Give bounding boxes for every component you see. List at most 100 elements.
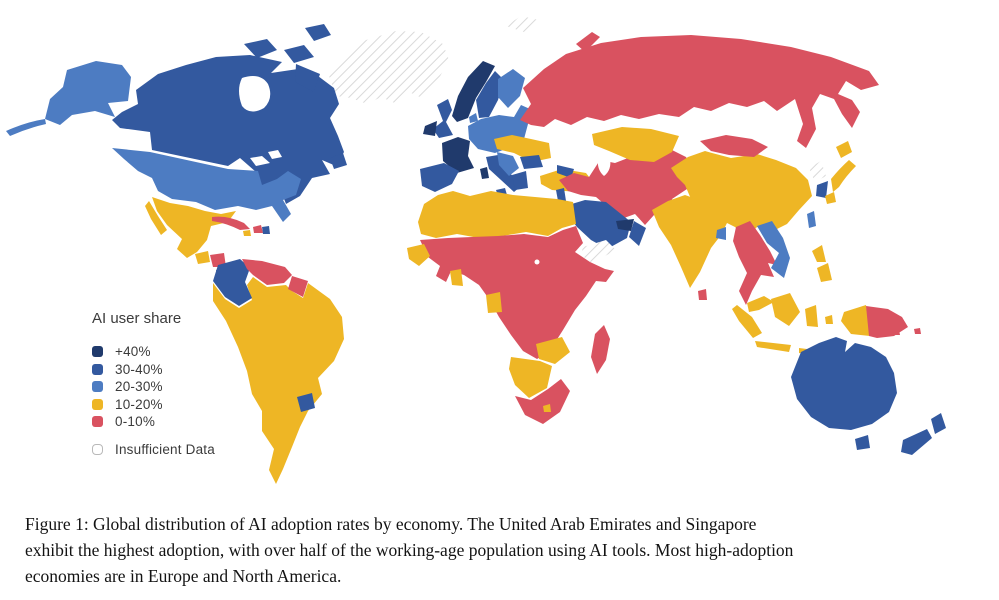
region-alaska (45, 61, 131, 125)
region-java (755, 341, 791, 352)
region-borneo (771, 293, 800, 326)
region-canada (112, 55, 344, 204)
region-baja-california (145, 201, 167, 235)
region-solomon-islands (914, 328, 921, 334)
region-honduras-nicaragua (210, 253, 226, 267)
legend-label: Insufficient Data (115, 442, 215, 457)
region-japan (836, 141, 852, 158)
region-sri-lanka (698, 289, 707, 300)
legend-item-0-10: 0-10% (92, 413, 215, 430)
region-south-africa (515, 379, 570, 424)
region-guatemala (195, 251, 210, 264)
figure-caption: Figure 1: Global distribution of AI adop… (25, 511, 975, 589)
region-moluccas (825, 315, 833, 324)
world-map (6, 16, 946, 484)
region-north-korea (809, 161, 826, 182)
region-france (442, 137, 474, 173)
region-jamaica (243, 230, 251, 236)
region-italy (486, 155, 521, 192)
region-new-zealand (901, 429, 932, 455)
region-sumatra (732, 305, 762, 338)
region-finland (498, 69, 525, 108)
region-ireland (423, 121, 437, 136)
caption-line-2: exhibit the highest adoption, with over … (25, 540, 794, 560)
region-south-america (213, 277, 344, 484)
choropleth-map (6, 16, 946, 484)
legend-title: AI user share (92, 310, 182, 327)
caption-line-3: economies are in Europe and North Americ… (25, 566, 342, 586)
region-iberia (420, 163, 459, 192)
region-venezuela (242, 259, 292, 285)
region-russia (520, 35, 879, 148)
region-uk (433, 99, 453, 138)
legend-label: 10-20% (115, 396, 163, 412)
caspian-sea (597, 150, 611, 176)
legend-item-30-40: 30-40% (92, 361, 215, 378)
region-bulgaria (520, 155, 543, 169)
region-usa (112, 148, 301, 222)
region-solomon-islands (893, 330, 900, 335)
region-malaysia (747, 296, 774, 312)
region-new-zealand (931, 413, 946, 434)
region-tasmania (855, 435, 870, 450)
region-baffin-island (295, 64, 320, 92)
region-newfoundland (330, 153, 347, 169)
legend-item-40plus: +40% (92, 343, 215, 360)
region-papua-new-guinea (866, 306, 908, 338)
region-colombia (213, 259, 252, 306)
region-vietnam-laos (757, 221, 790, 278)
region-cuba (212, 216, 250, 230)
region-uruguay (297, 393, 315, 412)
legend-item-insufficient: Insufficient Data (92, 441, 215, 458)
region-philippines (817, 263, 832, 282)
region-caucasus (557, 165, 574, 178)
region-canada-island (284, 45, 314, 63)
region-zambia-zimbabwe (536, 337, 570, 364)
region-dominican-republic (262, 226, 270, 234)
region-north-africa (418, 191, 576, 238)
region-svalbard (506, 16, 539, 32)
caption-line-1: Figure 1: Global distribution of AI adop… (25, 514, 757, 534)
legend-item-20-30: 20-30% (92, 378, 215, 395)
region-myanmar-thailand (733, 221, 777, 305)
region-senegal-guinea (407, 244, 430, 266)
legend-swatch-20-30 (92, 381, 103, 392)
region-denmark (469, 113, 478, 123)
region-namibia-botswana (509, 357, 552, 398)
region-australia (791, 337, 897, 430)
region-japan (825, 192, 836, 204)
region-canada-island (305, 24, 331, 41)
region-mongolia (700, 135, 768, 157)
region-iceland (404, 57, 428, 76)
region-madagascar (591, 325, 610, 374)
region-taiwan (807, 211, 816, 228)
legend-label: 30-40% (115, 361, 163, 377)
region-mexico (152, 197, 236, 258)
legend-item-10-20: 10-20% (92, 396, 215, 413)
region-india (652, 195, 728, 288)
region-sahel-central-africa (420, 226, 614, 359)
region-china (671, 151, 812, 237)
legend-swatch-10-20 (92, 398, 103, 410)
hudson-bay (239, 76, 271, 112)
region-ghana (450, 269, 463, 286)
region-west-papua (841, 305, 870, 336)
region-canada-island (244, 39, 277, 58)
legend-swatch-0-10 (92, 416, 103, 427)
legend-label: +40% (115, 344, 151, 359)
lake-victoria (534, 259, 540, 265)
legend-label: 0-10% (115, 414, 156, 429)
region-corsica-sardinia (480, 167, 489, 179)
region-aleutian-islands (6, 119, 46, 136)
region-japan (831, 160, 856, 192)
legend-swatch-40plus (92, 346, 103, 357)
region-haiti (253, 225, 263, 233)
region-gabon (486, 292, 502, 313)
region-south-korea (816, 181, 828, 198)
region-norway (452, 61, 495, 122)
legend-label: 20-30% (115, 379, 163, 394)
legend-swatch-30-40 (92, 363, 103, 375)
great-lakes (250, 150, 282, 166)
region-bangladesh (716, 227, 726, 240)
region-sweden (476, 71, 504, 118)
